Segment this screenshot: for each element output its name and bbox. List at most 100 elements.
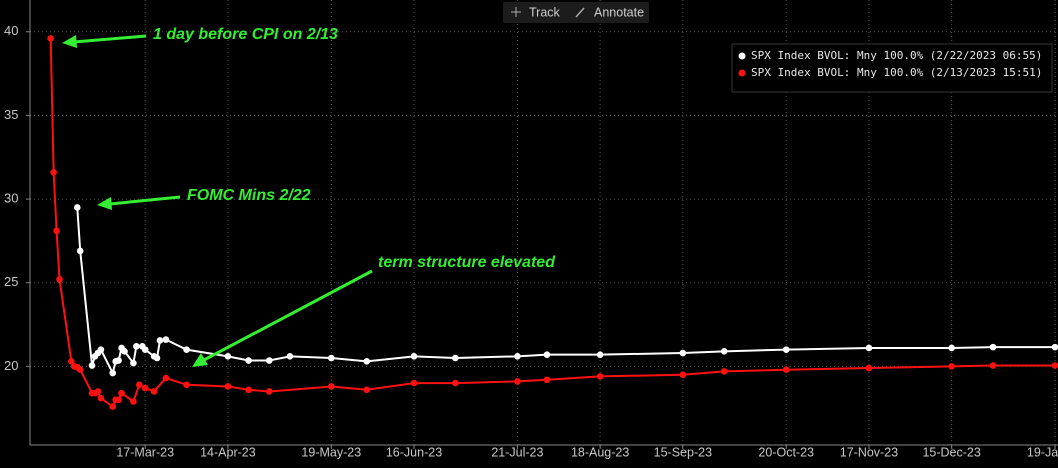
data-point [130, 398, 137, 405]
x-tick-label: 14-Apr-23 [200, 445, 256, 459]
data-point [865, 364, 873, 372]
toolbar: Track Annotate [503, 2, 649, 23]
x-tick-label: 15-Dec-23 [922, 445, 980, 459]
data-point [989, 362, 997, 369]
data-point [97, 346, 105, 353]
data-point [452, 354, 459, 362]
y-tick-label: 40 [4, 23, 18, 38]
data-point [1051, 362, 1058, 369]
data-point [514, 353, 521, 360]
data-point [133, 342, 140, 350]
data-point [410, 379, 418, 387]
legend-box [731, 43, 1053, 93]
data-point [265, 388, 273, 395]
data-point [543, 351, 551, 358]
annotation-arrows [62, 34, 373, 367]
data-point [543, 376, 551, 384]
data-point [68, 358, 75, 365]
data-point [596, 351, 604, 358]
track-label[interactable]: Track [529, 5, 561, 19]
data-point [183, 346, 190, 353]
legend-label: SPX Index BVOL: Mny 100.0% (2/13/2023 15… [751, 66, 1042, 79]
data-point [989, 343, 997, 351]
data-point [265, 357, 273, 364]
grid [30, 0, 1058, 445]
data-point [162, 336, 170, 343]
annotation: 1 day before CPI on 2/13 [153, 26, 338, 43]
arrow [109, 195, 181, 206]
data-point [948, 344, 955, 352]
x-tick-label: 19-May-23 [301, 445, 361, 459]
data-point [150, 388, 158, 395]
data-point [224, 383, 232, 390]
data-point [245, 386, 252, 394]
data-point [115, 396, 122, 404]
data-point [452, 379, 459, 387]
data-point [115, 357, 122, 364]
data-point [97, 394, 105, 402]
legend-marker [738, 69, 746, 77]
legend: SPX Index BVOL: Mny 100.0% (2/22/2023 06… [731, 43, 1053, 93]
data-point [679, 371, 687, 379]
data-point [153, 354, 161, 362]
x-tick-label: 17-Nov-23 [840, 445, 898, 459]
data-point [865, 344, 873, 352]
data-point [141, 346, 149, 353]
data-point [410, 353, 418, 360]
data-point [679, 349, 687, 357]
data-point [130, 359, 137, 367]
data-point [76, 366, 84, 374]
data-point [141, 384, 149, 392]
x-tick-label: 15-Sep-23 [654, 445, 712, 459]
arrow [73, 34, 147, 44]
data-point [53, 227, 60, 235]
data-point [1051, 343, 1058, 351]
data-point [286, 353, 294, 360]
arrow [203, 269, 373, 362]
data-point [245, 357, 252, 364]
data-point [94, 388, 102, 395]
legend-label: SPX Index BVOL: Mny 100.0% (2/22/2023 06… [751, 49, 1042, 62]
data-point [224, 353, 232, 360]
track-icon [511, 7, 521, 17]
data-point [720, 348, 728, 355]
x-tick-label: 16-Jun-23 [386, 445, 442, 459]
data-point [363, 386, 371, 394]
data-point [514, 378, 521, 385]
data-point [121, 348, 128, 355]
annotation: FOMC Mins 2/22 [187, 187, 311, 204]
data-point [720, 368, 728, 375]
data-point [50, 169, 57, 176]
data-point [135, 381, 143, 389]
plot-area [47, 35, 1058, 410]
data-point [88, 362, 96, 369]
arrow-head [97, 197, 112, 210]
data-point [948, 363, 955, 370]
data-point [162, 374, 170, 382]
data-point [156, 337, 164, 344]
data-point [328, 354, 335, 362]
track-button[interactable]: Track [511, 5, 561, 19]
annotate-label[interactable]: Annotate [594, 5, 644, 19]
legend-marker [738, 52, 746, 60]
arrow-head [192, 353, 208, 367]
arrow-head [62, 35, 77, 48]
y-tick-label: 35 [4, 107, 18, 122]
x-tick-label: 18-Aug-23 [571, 445, 629, 459]
data-point [109, 369, 117, 377]
x-tick-label: 21-Jul-23 [491, 445, 543, 459]
data-point [782, 346, 790, 353]
data-point [183, 381, 190, 389]
y-tick-label: 25 [4, 274, 18, 289]
data-point [76, 247, 84, 255]
annotate-icon [575, 7, 585, 18]
data-point [328, 383, 335, 390]
data-point [47, 35, 54, 42]
data-point [56, 276, 63, 283]
x-tick-label: 17-Mar-23 [116, 445, 174, 459]
annotate-button[interactable]: Annotate [575, 5, 644, 19]
data-point [596, 373, 604, 380]
y-tick-label: 30 [4, 191, 18, 206]
data-point [73, 204, 81, 211]
